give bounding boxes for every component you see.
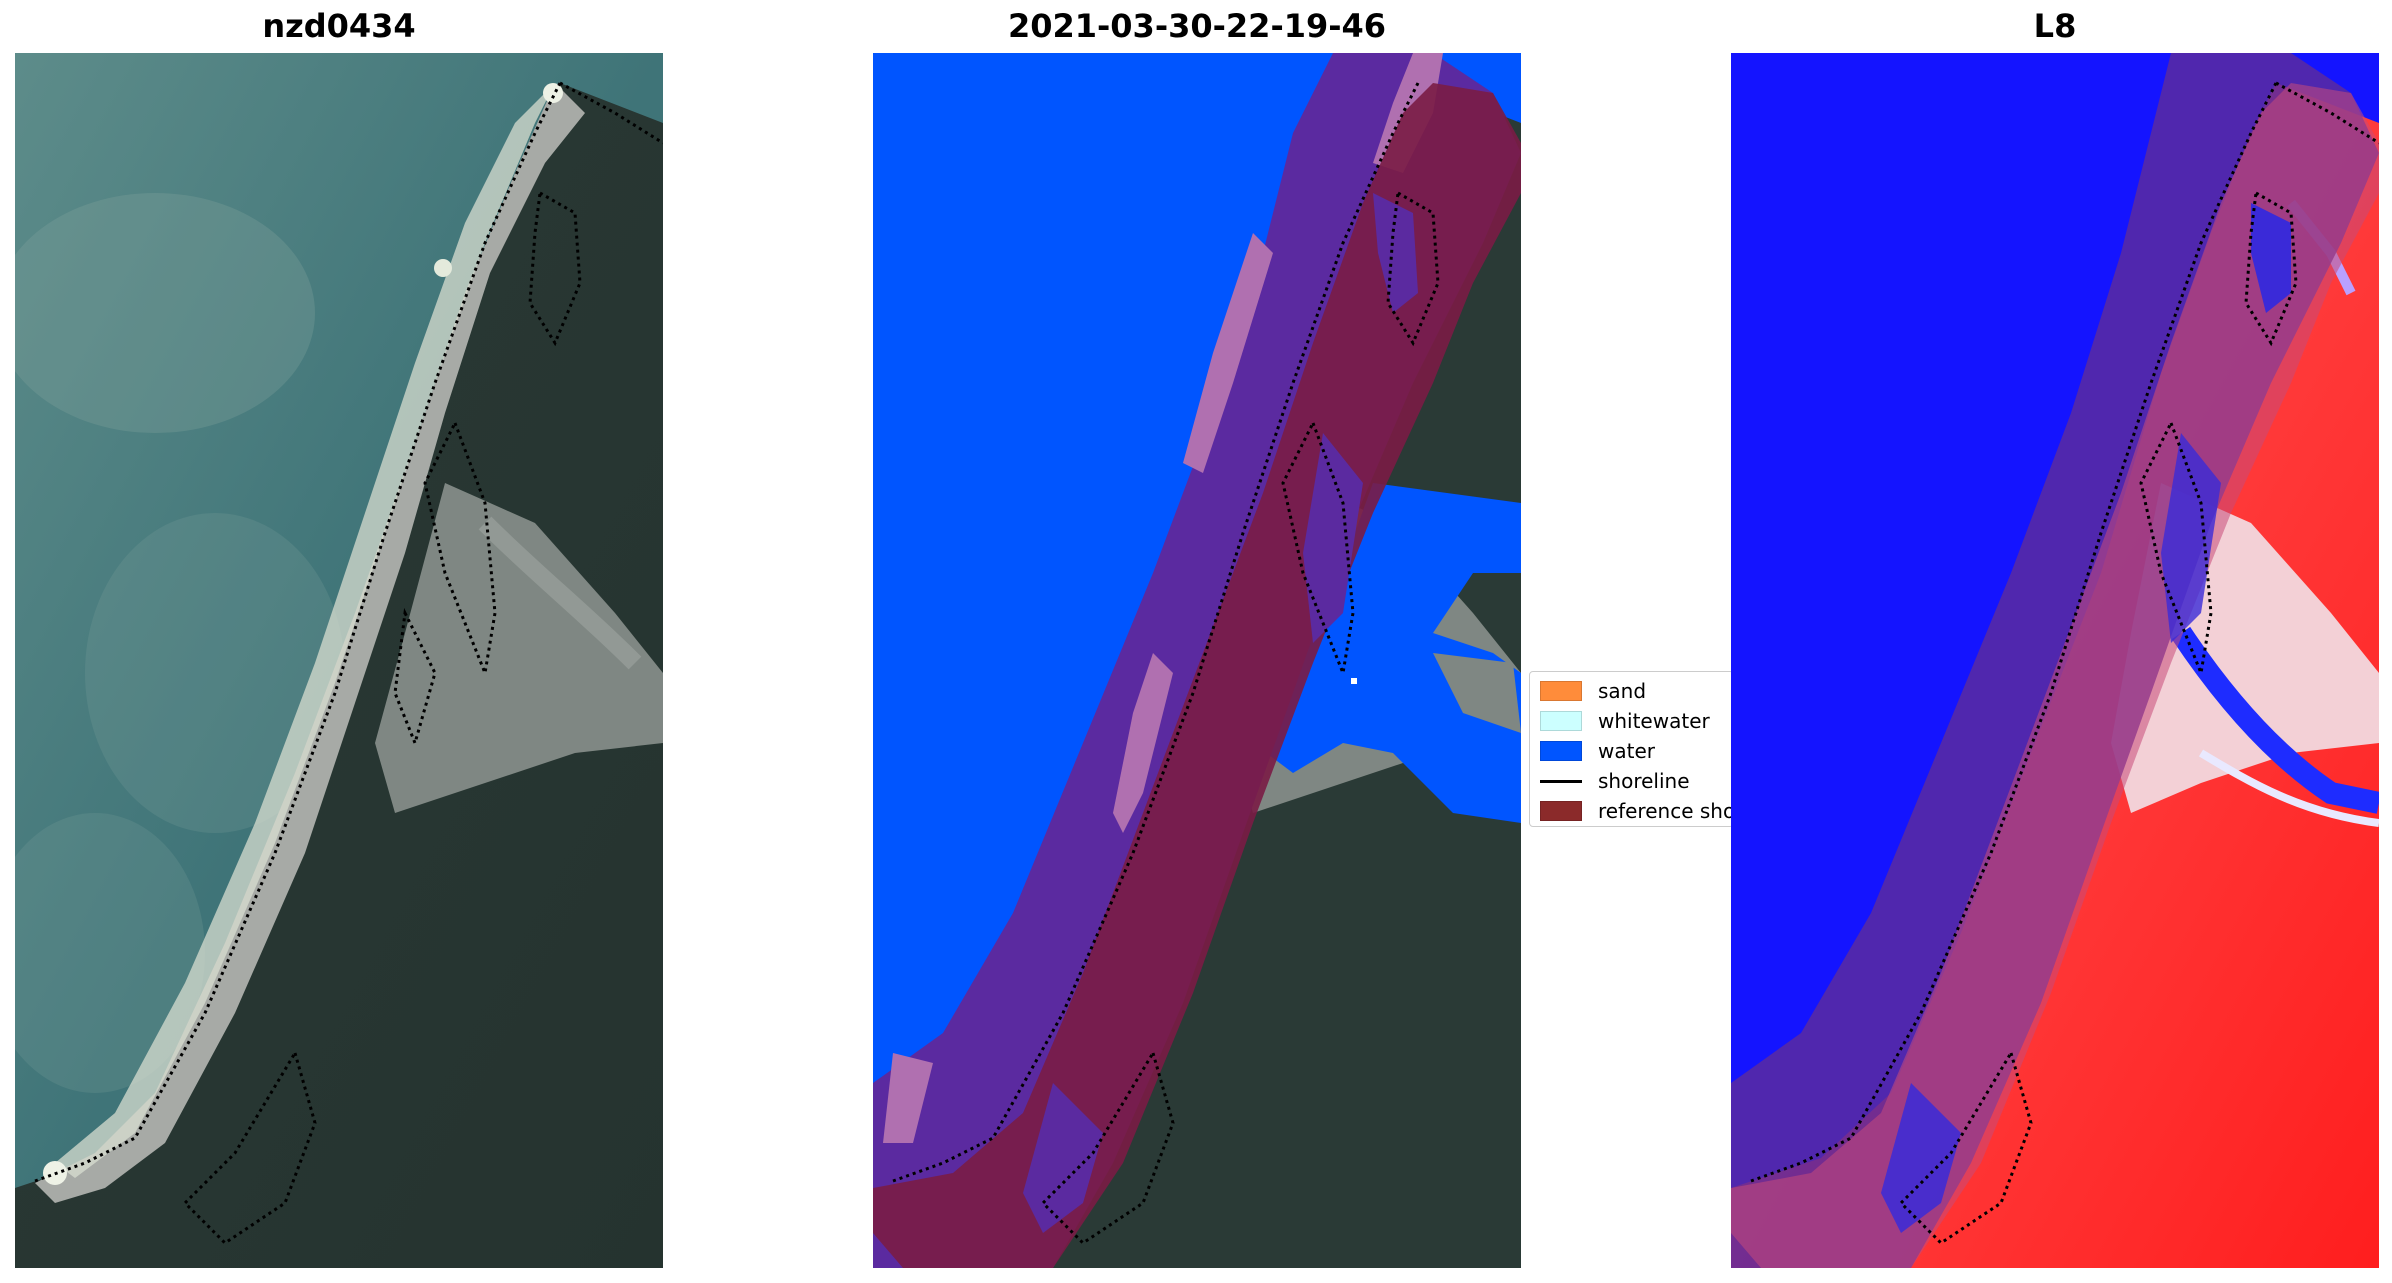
legend-label-water: water [1598,739,1655,763]
index-map-panel [1731,53,2379,1268]
legend-swatch-water [1540,741,1582,761]
legend-label-sand: sand [1598,679,1647,703]
legend-label-reference-shoreline: reference sho [1598,799,1734,823]
legend-swatch-whitewater [1540,711,1582,731]
legend-item-whitewater: whitewater [1540,708,1710,734]
legend-swatch-reference-shoreline [1540,801,1582,821]
panel-title-index: L8 [2033,7,2077,45]
index-map-image [1731,53,2379,1268]
satellite-image-panel [15,53,663,1268]
legend-item-shoreline: shoreline [1540,768,1690,794]
legend-swatch-sand [1540,681,1582,701]
classification-panel [873,53,1521,1268]
legend-item-water: water [1540,738,1655,764]
legend-item-reference-shoreline: reference sho [1540,798,1734,824]
legend: sand whitewater water shoreline referenc… [1529,671,1734,827]
satellite-image [15,53,663,1268]
panel-title-classification: 2021-03-30-22-19-46 [1007,7,1387,45]
panel-title-image: nzd0434 [262,7,416,45]
legend-label-shoreline: shoreline [1598,769,1690,793]
legend-line-shoreline [1540,779,1582,783]
legend-item-sand: sand [1540,678,1646,704]
legend-label-whitewater: whitewater [1598,709,1710,733]
classification-image [873,53,1521,1268]
